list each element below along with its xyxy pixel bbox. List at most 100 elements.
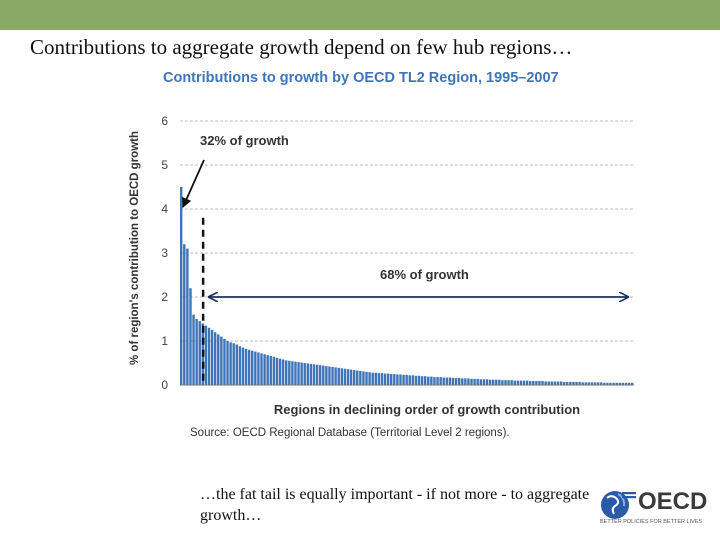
bar [606, 382, 609, 385]
bar [516, 380, 520, 385]
bar [352, 370, 356, 385]
hub-share-label: 32% of growth [200, 133, 289, 148]
bar [229, 342, 232, 385]
bar [627, 382, 631, 385]
bar [590, 382, 594, 385]
bar [593, 382, 597, 385]
bar [365, 371, 368, 385]
bar [532, 381, 535, 385]
bar [180, 187, 183, 385]
bar [495, 379, 498, 385]
bar [624, 382, 628, 385]
bar [510, 380, 513, 385]
bar [451, 377, 455, 385]
bar [414, 375, 418, 385]
bar [396, 374, 399, 385]
bar [544, 381, 547, 385]
bar [383, 373, 387, 385]
bar [334, 367, 337, 385]
bar [405, 374, 408, 385]
bar [501, 380, 504, 385]
bar [393, 374, 396, 385]
bar [210, 330, 214, 385]
bar [436, 377, 439, 385]
bar [195, 319, 198, 385]
bar [618, 382, 621, 385]
bar [371, 372, 374, 385]
bar [630, 382, 634, 385]
bar [603, 382, 606, 385]
bar [346, 369, 350, 385]
oecd-wordmark: OECD [638, 488, 708, 515]
bar [448, 377, 452, 385]
bar [189, 288, 192, 385]
bar [269, 355, 272, 385]
bar [584, 382, 587, 385]
bar [374, 372, 377, 385]
bar [439, 377, 442, 385]
bar [417, 375, 421, 385]
y-tick-label: 5 [161, 158, 168, 172]
bar [306, 363, 310, 385]
bar [615, 382, 618, 385]
bar [408, 375, 411, 385]
bar [254, 351, 257, 385]
bar [569, 381, 572, 385]
bar [525, 380, 529, 385]
bar [547, 381, 550, 385]
bar [612, 382, 615, 385]
bar [562, 381, 566, 385]
bar [356, 370, 359, 385]
bar [433, 377, 436, 385]
bars [180, 187, 634, 385]
bar [315, 364, 319, 385]
bar [285, 360, 288, 385]
bar [470, 378, 473, 385]
y-tick-label: 4 [161, 202, 168, 216]
bar [507, 380, 510, 385]
oecd-tagline: BETTER POLICIES FOR BETTER LIVES [600, 519, 703, 525]
bar [297, 362, 300, 385]
bar [476, 378, 479, 385]
globe-icon [601, 491, 636, 519]
bar [362, 371, 365, 385]
bar [519, 380, 523, 385]
bar [288, 360, 291, 385]
bar [340, 368, 344, 385]
bar [220, 336, 223, 385]
bar [550, 381, 554, 385]
bar [411, 375, 415, 385]
bar [488, 379, 492, 385]
bar [575, 381, 578, 385]
oecd-logo: OECD BETTER POLICIES FOR BETTER LIVES [598, 488, 714, 532]
bar [504, 380, 507, 385]
bar [192, 314, 195, 385]
slide-title: Contributions to aggregate growth depend… [30, 35, 573, 59]
bar [399, 374, 402, 385]
bar [207, 327, 211, 385]
bar [482, 379, 486, 385]
bar [337, 367, 340, 385]
bar [559, 381, 563, 385]
bar [600, 382, 603, 385]
bar [380, 373, 384, 385]
bottom-note: …the fat tail is equally important - if … [200, 486, 590, 524]
bar [423, 376, 427, 385]
bar [479, 379, 482, 385]
bar [368, 372, 371, 385]
bar [266, 355, 269, 385]
y-tick-label: 3 [161, 246, 168, 260]
bar [331, 366, 334, 385]
bar [309, 363, 313, 385]
bar [402, 374, 405, 385]
bar [198, 321, 201, 385]
bar [498, 379, 501, 385]
bar [247, 349, 251, 385]
bar [223, 338, 226, 385]
bar [322, 365, 325, 385]
hub-arrow [182, 159, 205, 208]
bar [183, 244, 186, 385]
bar [473, 378, 476, 385]
bar [528, 381, 532, 385]
